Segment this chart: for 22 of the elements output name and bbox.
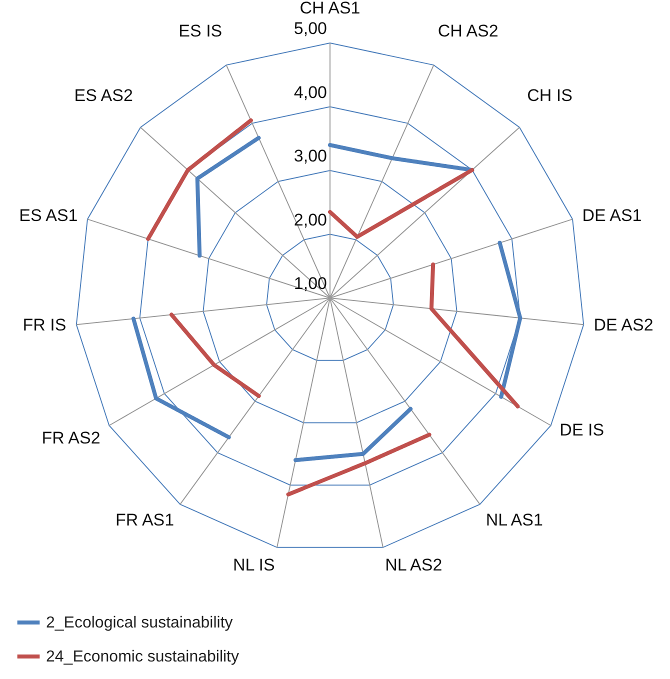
spoke-label: CH AS1 [300,0,360,18]
spoke-label: FR IS [22,316,66,335]
spoke-label: FR AS2 [42,428,100,448]
legend-label: 2_Ecological sustainability [46,614,233,632]
spoke-label: CH IS [527,86,572,106]
y-tick-label: 3,00 [294,146,327,166]
spoke-label: CH AS2 [438,21,498,40]
legend-label: 24_Economic sustainability [46,648,239,666]
y-tick-label: 4,00 [294,82,327,102]
spoke-label: NL AS1 [486,510,543,530]
y-tick-label: 5,00 [294,19,327,38]
spoke-label: DE IS [560,420,604,440]
spoke-label: NL AS2 [385,555,442,574]
y-tick-label: 1,00 [294,274,327,293]
spoke-label: ES IS [178,21,222,40]
spoke-label: DE AS2 [594,316,654,335]
spoke-label: FR AS1 [116,510,174,530]
spoke-label: ES AS2 [74,86,133,106]
spoke-label: DE AS1 [582,206,642,226]
y-tick-label: 2,00 [294,210,327,230]
spoke-label: NL IS [232,555,275,574]
spoke-label: ES AS1 [19,206,78,226]
